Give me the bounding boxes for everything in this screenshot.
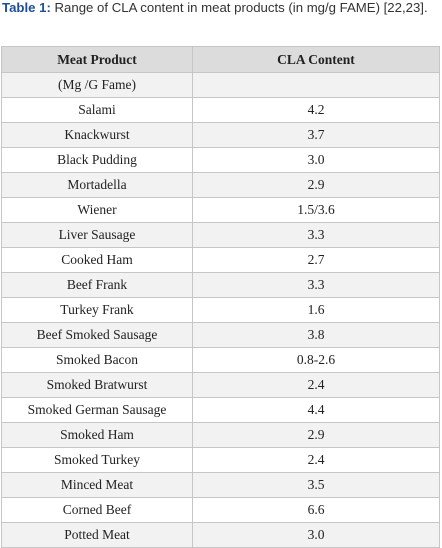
table-row: Smoked Ham 2.9 bbox=[1, 422, 440, 448]
meat-product-cell: Cooked Ham bbox=[1, 247, 193, 273]
cla-content-cell: 2.9 bbox=[192, 172, 440, 198]
table-row: Beef Smoked Sausage 3.8 bbox=[1, 322, 440, 348]
header-meat-product: Meat Product bbox=[1, 46, 193, 73]
table-row: Liver Sausage 3.3 bbox=[1, 222, 440, 248]
meat-product-cell: Smoked Bacon bbox=[1, 347, 193, 373]
cla-content-cell: 3.3 bbox=[192, 272, 440, 298]
table-row: Knackwurst 3.7 bbox=[1, 122, 440, 148]
table-row: Mortadella 2.9 bbox=[1, 172, 440, 198]
table-row: Smoked Bratwurst 2.4 bbox=[1, 372, 440, 398]
header-cla-content: CLA Content bbox=[192, 46, 440, 73]
meat-product-cell: Potted Meat bbox=[1, 522, 193, 548]
cla-content-cell: 2.7 bbox=[192, 247, 440, 273]
cla-content-cell: 2.4 bbox=[192, 372, 440, 398]
cla-content-cell: 3.3 bbox=[192, 222, 440, 248]
table-header-row: Meat Product CLA Content bbox=[1, 46, 440, 73]
cla-content-cell: 3.7 bbox=[192, 122, 440, 148]
table-row: Turkey Frank 1.6 bbox=[1, 297, 440, 323]
meat-product-cell: Smoked German Sausage bbox=[1, 397, 193, 423]
table-row: Beef Frank 3.3 bbox=[1, 272, 440, 298]
table-row: Potted Meat 3.0 bbox=[1, 522, 440, 548]
table-row: (Mg /G Fame) bbox=[1, 72, 440, 98]
table-caption: Table 1: Range of CLA content in meat pr… bbox=[2, 0, 440, 16]
table-row: Corned Beef 6.6 bbox=[1, 497, 440, 523]
meat-product-cell: Black Pudding bbox=[1, 147, 193, 173]
meat-product-cell: (Mg /G Fame) bbox=[1, 72, 193, 98]
cla-content-table: Meat Product CLA Content (Mg /G Fame) Sal… bbox=[1, 46, 440, 548]
meat-product-cell: Wiener bbox=[1, 197, 193, 223]
meat-product-cell: Salami bbox=[1, 97, 193, 123]
cla-content-cell: 1.5/3.6 bbox=[192, 197, 440, 223]
cla-content-cell: 4.4 bbox=[192, 397, 440, 423]
cla-content-cell: 0.8-2.6 bbox=[192, 347, 440, 373]
cla-content-cell bbox=[192, 72, 440, 98]
table-row: Smoked Bacon 0.8-2.6 bbox=[1, 347, 440, 373]
cla-content-cell: 3.8 bbox=[192, 322, 440, 348]
meat-product-cell: Liver Sausage bbox=[1, 222, 193, 248]
meat-product-cell: Mortadella bbox=[1, 172, 193, 198]
meat-product-cell: Smoked Turkey bbox=[1, 447, 193, 473]
table-row: Smoked German Sausage 4.4 bbox=[1, 397, 440, 423]
table-body: (Mg /G Fame) Salami 4.2 Knackwurst 3.7 Black … bbox=[1, 72, 440, 548]
meat-product-cell: Knackwurst bbox=[1, 122, 193, 148]
meat-product-cell: Beef Frank bbox=[1, 272, 193, 298]
cla-content-cell: 2.9 bbox=[192, 422, 440, 448]
table-row: Wiener 1.5/3.6 bbox=[1, 197, 440, 223]
meat-product-cell: Beef Smoked Sausage bbox=[1, 322, 193, 348]
meat-product-cell: Smoked Bratwurst bbox=[1, 372, 193, 398]
cla-content-cell: 3.5 bbox=[192, 472, 440, 498]
meat-product-cell: Turkey Frank bbox=[1, 297, 193, 323]
table-row: Black Pudding 3.0 bbox=[1, 147, 440, 173]
meat-product-cell: Corned Beef bbox=[1, 497, 193, 523]
cla-content-cell: 1.6 bbox=[192, 297, 440, 323]
cla-content-cell: 3.0 bbox=[192, 147, 440, 173]
table-row: Cooked Ham 2.7 bbox=[1, 247, 440, 273]
cla-content-cell: 3.0 bbox=[192, 522, 440, 548]
caption-label: Table 1: bbox=[2, 0, 51, 15]
cla-content-cell: 6.6 bbox=[192, 497, 440, 523]
caption-text: Range of CLA content in meat products (i… bbox=[50, 0, 428, 15]
cla-content-cell: 2.4 bbox=[192, 447, 440, 473]
cla-content-cell: 4.2 bbox=[192, 97, 440, 123]
meat-product-cell: Smoked Ham bbox=[1, 422, 193, 448]
table-row: Salami 4.2 bbox=[1, 97, 440, 123]
meat-product-cell: Minced Meat bbox=[1, 472, 193, 498]
table-row: Smoked Turkey 2.4 bbox=[1, 447, 440, 473]
table-row: Minced Meat 3.5 bbox=[1, 472, 440, 498]
